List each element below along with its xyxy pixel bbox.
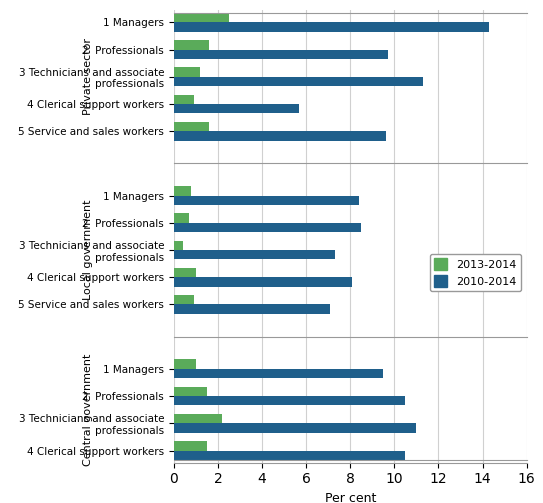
Bar	[174, 196, 359, 205]
Text: Private sector: Private sector	[83, 38, 93, 115]
Bar	[174, 277, 352, 287]
Bar	[174, 104, 300, 113]
Bar	[174, 67, 200, 77]
Bar	[174, 13, 229, 22]
Bar	[174, 186, 192, 196]
Bar	[174, 77, 423, 86]
Bar	[174, 414, 222, 424]
Bar	[174, 424, 416, 433]
Text: Local government: Local government	[83, 200, 93, 300]
Bar	[174, 441, 207, 451]
Bar	[174, 240, 182, 250]
Bar	[174, 250, 335, 260]
Bar	[174, 49, 388, 59]
Bar	[174, 122, 209, 131]
Bar	[174, 360, 196, 369]
Bar	[174, 295, 194, 304]
X-axis label: Per cent: Per cent	[325, 492, 376, 503]
Bar	[174, 304, 330, 314]
Legend: 2013-2014, 2010-2014: 2013-2014, 2010-2014	[430, 254, 521, 291]
Bar	[174, 213, 189, 223]
Bar	[174, 387, 207, 396]
Bar	[174, 396, 406, 405]
Bar	[174, 223, 361, 232]
Bar	[174, 95, 194, 104]
Bar	[174, 22, 489, 32]
Bar	[174, 268, 196, 277]
Bar	[174, 40, 209, 49]
Text: Central government: Central government	[83, 354, 93, 466]
Bar	[174, 131, 386, 141]
Bar	[174, 451, 406, 460]
Bar	[174, 369, 383, 378]
